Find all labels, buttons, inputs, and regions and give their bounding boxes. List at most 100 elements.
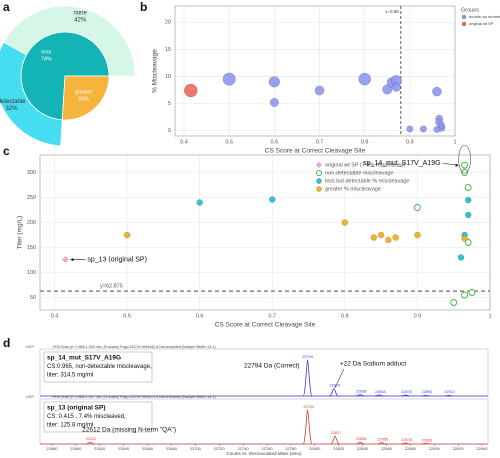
data-point [457,254,465,261]
spectrum-peak [444,394,453,397]
highlight-ellipse [458,144,471,174]
data-point [370,234,378,241]
info-line: sp_13 (original SP) [47,405,106,412]
x-tick-label: 1 [453,139,456,145]
peak-label: 22817 [331,431,342,435]
legend-label: original wt SP (7.4% miscleaved) [325,162,405,168]
data-point [465,196,472,204]
data-point [123,231,131,239]
spectrum-peak [401,394,410,397]
data-point [358,72,371,86]
x-tick-label: 22840 [357,446,369,451]
plot-area [175,6,455,136]
y-tick-label: 20 [165,20,171,26]
x-tick-label: 22880 [405,446,417,451]
data-point [464,239,472,246]
y-tick-label: 10 [165,74,171,80]
data-point [382,84,393,95]
x-tick-label: 22680 [166,446,178,451]
legend-title: Groups [461,7,479,13]
peak-label: 22838 [356,437,367,441]
x-tick-label: 0.7 [268,313,276,319]
panel-label: a [3,0,10,14]
segment-label: detectable [0,99,26,105]
legend-swatch [316,186,322,192]
x-tick-label: 22580 [46,446,58,451]
scan-header: +ESI Scan (rt: 0.984-1.300 min, 20 scans… [52,345,216,349]
segment-label: none [73,10,87,16]
data-point [314,85,325,96]
segment-value: 74% [41,57,52,63]
segment-value: 32% [6,106,19,112]
x-tick-label: 0.8 [361,139,369,145]
peak-label: 22816 [330,383,341,387]
x-tick-label: 0.5 [225,139,233,145]
peak-label: 22794 [303,405,314,409]
data-point [392,234,399,241]
data-point [461,169,469,176]
x-tick-label: 22620 [94,446,106,451]
legend-swatch [315,169,323,177]
data-point [464,184,472,191]
legend-label: less but detectable % miscleavage [325,178,409,184]
scale-label: x10¹ [26,344,34,349]
legend-label: greater % miscleavage [325,186,381,192]
spectrum-peak [302,409,313,445]
info-line: CS: 0.415 , 7.4% miscleaved, [47,414,126,420]
x-tick-label: 1 [488,313,491,319]
data-point [465,211,472,219]
peak-label: 22612 [86,437,97,441]
x-tick-label: 0.4 [51,313,59,319]
info-line: sp_14_mut_S17V_A19G [47,355,121,362]
peak-label: 22794 [302,355,313,359]
x-tick-label: 0.9 [414,313,422,319]
x-tick-label: 22760 [261,446,273,451]
spectrum-peak [302,359,313,397]
segment-value: 42% [74,17,87,23]
data-point [413,204,421,211]
segment-value: 26% [78,96,89,102]
plot-area [40,155,490,310]
data-point [461,291,469,299]
data-point [433,126,441,133]
panel-label: c [3,144,10,158]
data-point [269,196,276,203]
reference-label: y=62.875 [100,284,123,290]
y-tick-label: 150 [27,245,36,251]
sunburst-inner-segment [61,75,110,121]
y-tick-label: 50 [30,295,36,301]
legend-label: double-aa mutant [469,14,500,19]
spectrum-peak [421,442,431,445]
x-tick-label: 22780 [285,446,297,451]
peak-label: 22912 [444,390,455,394]
peak-label: 22876 [401,438,412,442]
spectrum-peak [85,441,95,445]
data-point [184,83,198,98]
spectrum-peak [355,394,365,397]
x-tick-label: 0.6 [196,313,204,319]
data-point [461,235,468,242]
x-tick-label: 22820 [333,446,345,451]
data-point [406,125,414,133]
y-axis-title: % Miscleavage [152,49,159,93]
data-point [468,289,476,296]
x-tick-label: 22900 [429,446,441,451]
data-point [341,219,349,226]
x-tick-label: 22640 [118,446,130,451]
scale-label: x10¹ [26,394,34,399]
x-tick-label: 22720 [214,446,226,451]
data-point [377,231,385,239]
info-line: titer: 314.5 mg/ml [47,373,93,379]
data-point [419,125,427,133]
x-tick-label: 0.7 [316,139,324,145]
legend-swatch [461,21,467,27]
arrow-head [455,163,459,167]
plot-frame [39,154,491,311]
y-axis-title: Titer (mg/L) [17,216,24,249]
legend-swatch [316,178,322,184]
x-tick-label: 0.4 [180,139,188,145]
x-tick-label: 0.8 [341,313,349,319]
data-point [414,231,421,239]
panel-label: b [140,0,147,14]
